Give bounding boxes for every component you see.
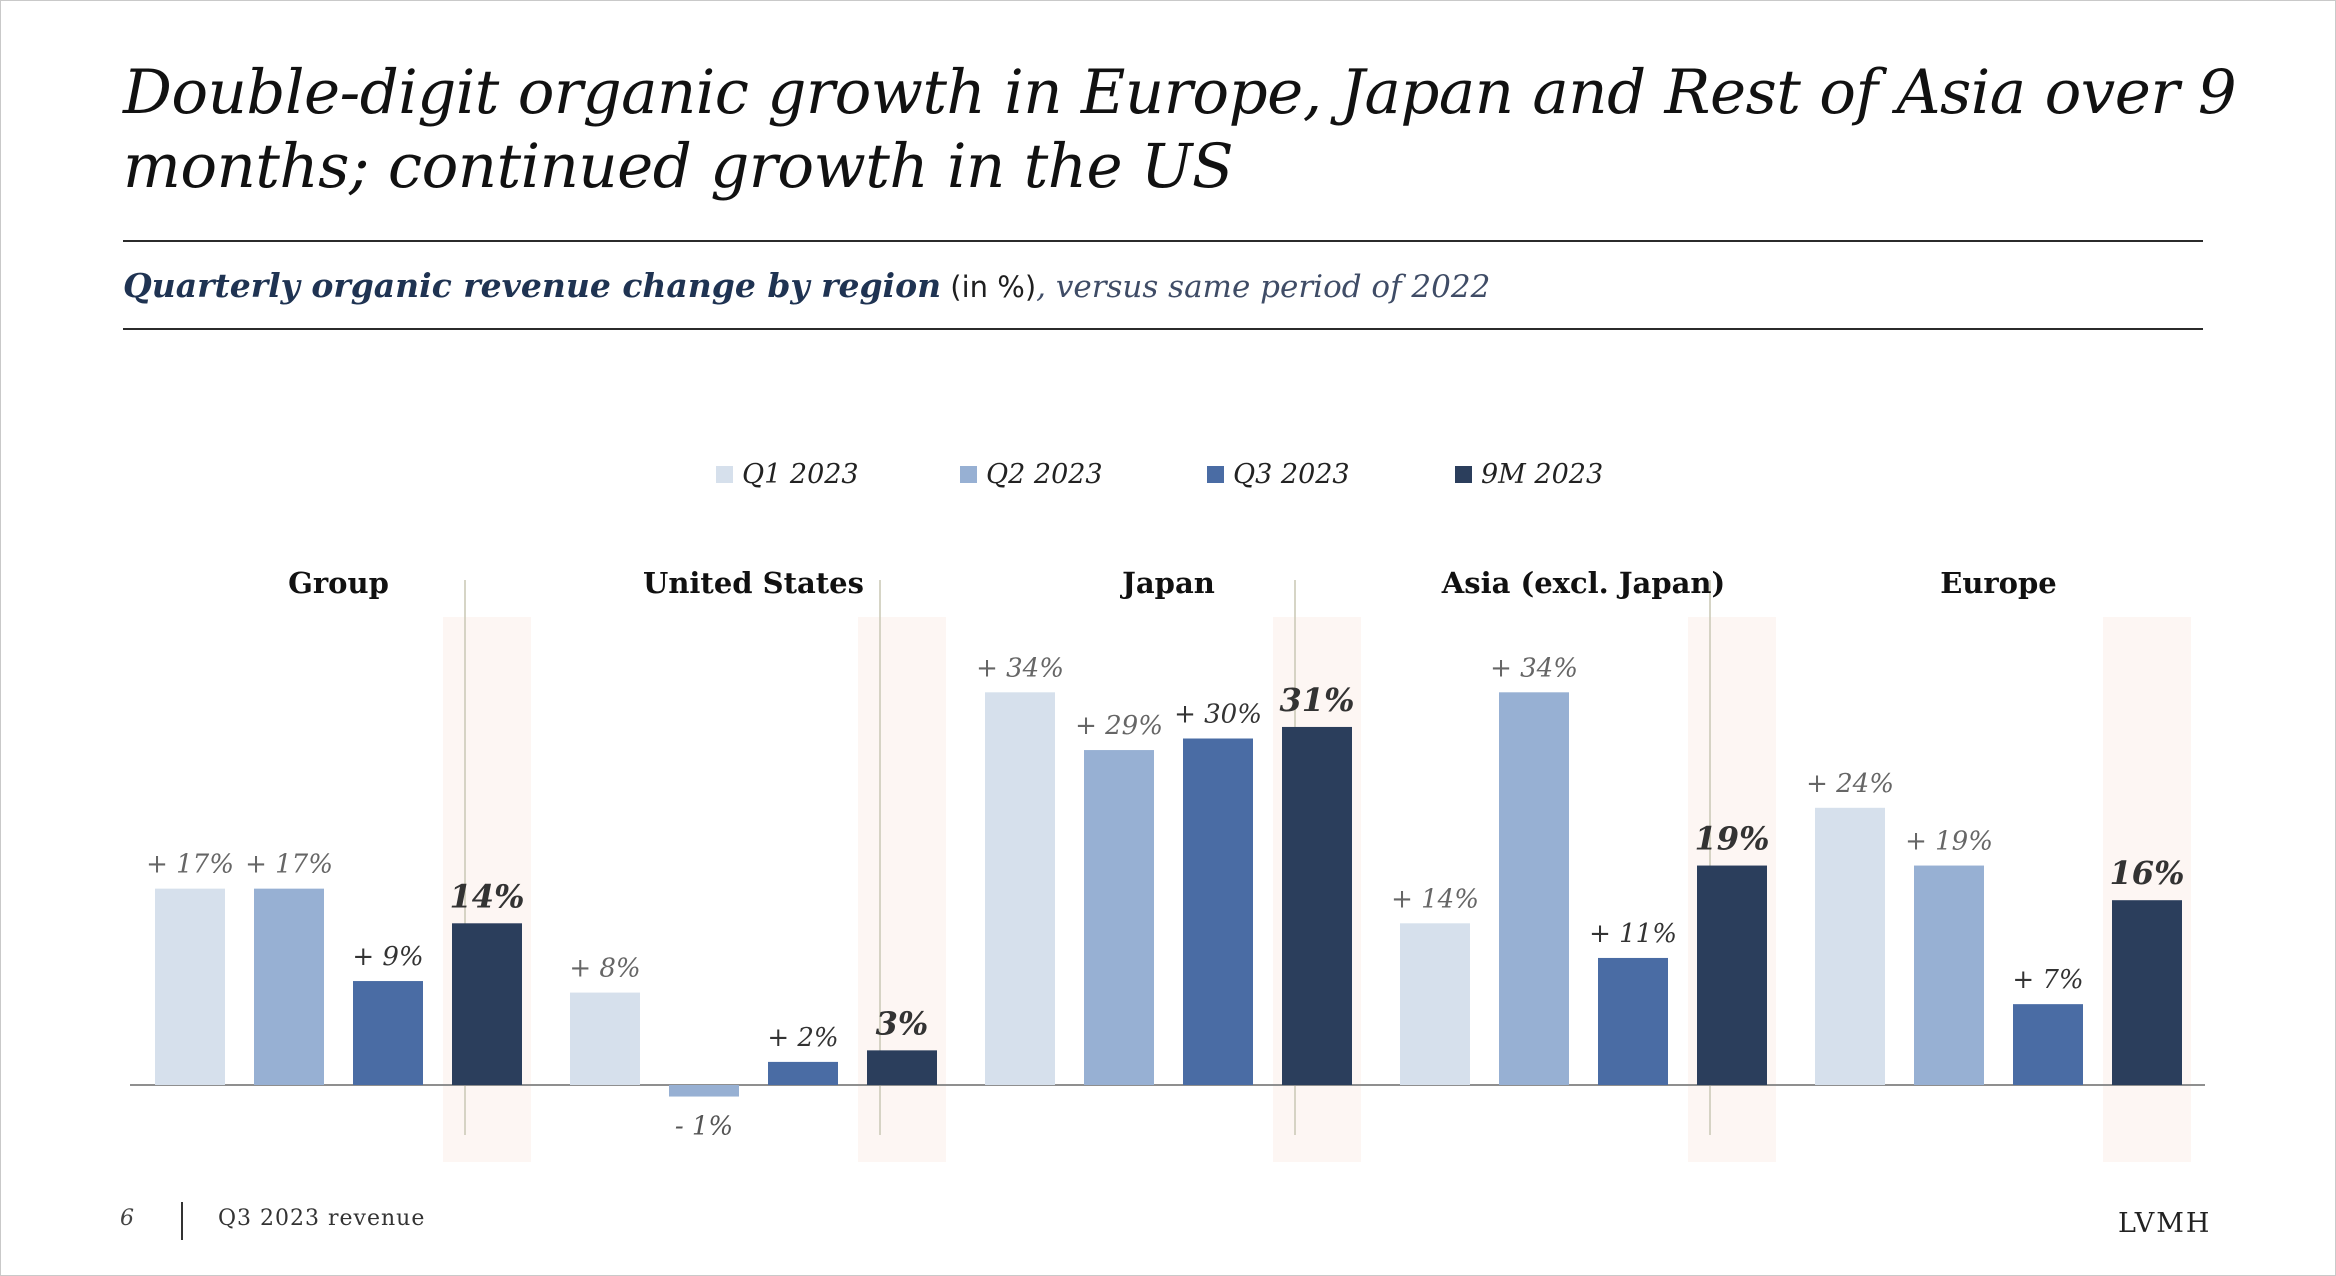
bar [2112,900,2182,1085]
legend-swatch [716,466,733,483]
data-label: + 34% [976,653,1064,683]
bar [1282,726,1352,1085]
chart-subtitle: Quarterly organic revenue change by regi… [123,262,1490,310]
bar [353,981,423,1085]
data-label: + 11% [1589,919,1677,949]
subtitle-comparison: , versus same period of 2022 [1036,269,1491,305]
category-label: Europe [1940,566,2057,600]
data-label: + 8% [569,954,640,984]
legend-label: Q2 2023 [986,459,1103,490]
legend-label: 9M 2023 [1481,459,1603,490]
legend-swatch [1207,466,1224,483]
category-label: Group [288,566,389,600]
page-number: 6 [120,1206,134,1231]
data-label: 19% [1695,820,1770,858]
bar [570,992,640,1085]
legend-swatch [960,466,977,483]
bar [1400,923,1470,1085]
bar [1183,738,1253,1085]
data-label: + 17% [146,850,234,880]
category-label: United States [643,566,864,600]
category-label: Japan [1119,566,1215,600]
bar [768,1061,838,1085]
footer-separator [181,1202,183,1240]
data-label: 16% [2110,854,2185,892]
legend-swatch [1455,466,1472,483]
legend-label: Q1 2023 [742,459,859,490]
subtitle-rule [123,328,2203,330]
bar [1084,750,1154,1085]
data-label: + 7% [2012,965,2083,995]
bar [1499,692,1569,1085]
title-rule [123,240,2203,242]
footer-label: Q3 2023 revenue [218,1206,426,1231]
bar [867,1050,937,1085]
data-label: + 34% [1490,653,1578,683]
data-label: + 24% [1806,769,1894,799]
data-label: + 2% [767,1023,838,1053]
data-label: 31% [1280,681,1355,719]
brand-logo: LVMH [2118,1208,2212,1239]
subtitle-unit: (in %) [941,270,1037,304]
bar [1815,807,1885,1085]
slide-title: Double-digit organic growth in Europe, J… [123,57,2237,202]
category-label: Asia (excl. Japan) [1441,566,1725,600]
data-label: + 9% [352,942,423,972]
bar [2013,1004,2083,1085]
bar [155,888,225,1085]
subtitle-main: Quarterly organic revenue change by regi… [123,266,942,305]
bar [452,923,522,1085]
legend-label: Q3 2023 [1233,459,1350,490]
data-label: 14% [450,877,525,915]
data-label: + 29% [1075,711,1163,741]
bar [1598,957,1668,1085]
data-label: + 30% [1174,700,1262,730]
bar [1697,865,1767,1085]
data-label: 3% [876,1004,929,1042]
bar [669,1085,739,1097]
data-label: - 1% [675,1112,733,1142]
bar [1914,865,1984,1085]
data-label: + 14% [1391,884,1479,914]
data-label: + 17% [245,850,333,880]
bar [254,888,324,1085]
bar [985,692,1055,1085]
data-label: + 19% [1905,827,1993,857]
